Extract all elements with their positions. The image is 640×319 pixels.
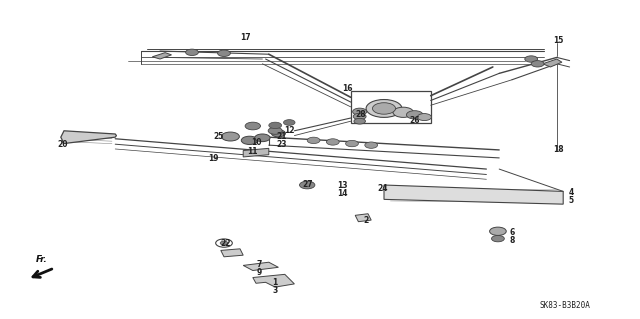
Circle shape xyxy=(186,49,198,56)
Text: 18: 18 xyxy=(554,145,564,154)
Text: 8: 8 xyxy=(509,236,515,245)
Text: 14: 14 xyxy=(337,189,348,198)
Polygon shape xyxy=(355,214,371,222)
Text: 4: 4 xyxy=(569,189,574,197)
Circle shape xyxy=(284,120,295,125)
Polygon shape xyxy=(243,148,269,157)
Text: 21: 21 xyxy=(276,132,287,141)
Circle shape xyxy=(300,181,315,189)
Text: 12: 12 xyxy=(284,126,294,135)
Text: 22: 22 xyxy=(220,239,230,248)
Text: 1: 1 xyxy=(273,278,278,287)
Text: 5: 5 xyxy=(569,197,574,205)
Circle shape xyxy=(271,130,285,137)
Text: 6: 6 xyxy=(509,228,515,237)
Bar xyxy=(351,91,431,123)
Circle shape xyxy=(326,139,339,145)
Text: 3: 3 xyxy=(273,286,278,295)
Circle shape xyxy=(372,103,396,114)
Text: 7: 7 xyxy=(257,260,262,269)
Text: 26: 26 xyxy=(410,116,420,125)
Circle shape xyxy=(269,122,282,129)
Text: 23: 23 xyxy=(276,140,287,149)
Circle shape xyxy=(307,137,320,144)
Text: 25: 25 xyxy=(214,132,224,141)
Circle shape xyxy=(353,108,367,115)
Circle shape xyxy=(268,127,282,134)
Polygon shape xyxy=(61,131,116,144)
Polygon shape xyxy=(152,53,172,59)
Circle shape xyxy=(255,134,270,142)
Circle shape xyxy=(406,111,423,119)
Text: 11: 11 xyxy=(248,147,258,156)
Text: SK83-B3B20A: SK83-B3B20A xyxy=(540,301,591,310)
Text: 20: 20 xyxy=(58,140,68,149)
Circle shape xyxy=(221,132,239,141)
Text: 17: 17 xyxy=(240,33,250,42)
Text: 10: 10 xyxy=(251,138,261,147)
Circle shape xyxy=(353,113,366,120)
Circle shape xyxy=(531,61,544,67)
Circle shape xyxy=(365,142,378,148)
Circle shape xyxy=(245,122,260,130)
Polygon shape xyxy=(384,185,563,204)
Circle shape xyxy=(492,235,504,242)
Circle shape xyxy=(393,107,413,117)
Circle shape xyxy=(417,114,431,121)
Polygon shape xyxy=(243,262,278,271)
Text: 27: 27 xyxy=(302,180,312,189)
Circle shape xyxy=(490,227,506,235)
Text: 19: 19 xyxy=(208,154,218,163)
Polygon shape xyxy=(543,59,562,67)
Text: 15: 15 xyxy=(553,36,563,45)
Text: 13: 13 xyxy=(337,182,348,190)
Text: 28: 28 xyxy=(355,110,365,119)
Polygon shape xyxy=(253,274,294,287)
Text: 9: 9 xyxy=(257,268,262,277)
Circle shape xyxy=(220,241,228,245)
Circle shape xyxy=(346,140,358,147)
Text: 16: 16 xyxy=(342,84,353,93)
Text: 24: 24 xyxy=(378,184,388,193)
Text: Fr.: Fr. xyxy=(36,255,47,264)
Circle shape xyxy=(241,136,258,145)
Circle shape xyxy=(525,56,538,62)
Polygon shape xyxy=(221,249,243,257)
Text: 2: 2 xyxy=(364,216,369,225)
Circle shape xyxy=(366,100,402,117)
Circle shape xyxy=(218,50,230,56)
Circle shape xyxy=(354,118,365,124)
